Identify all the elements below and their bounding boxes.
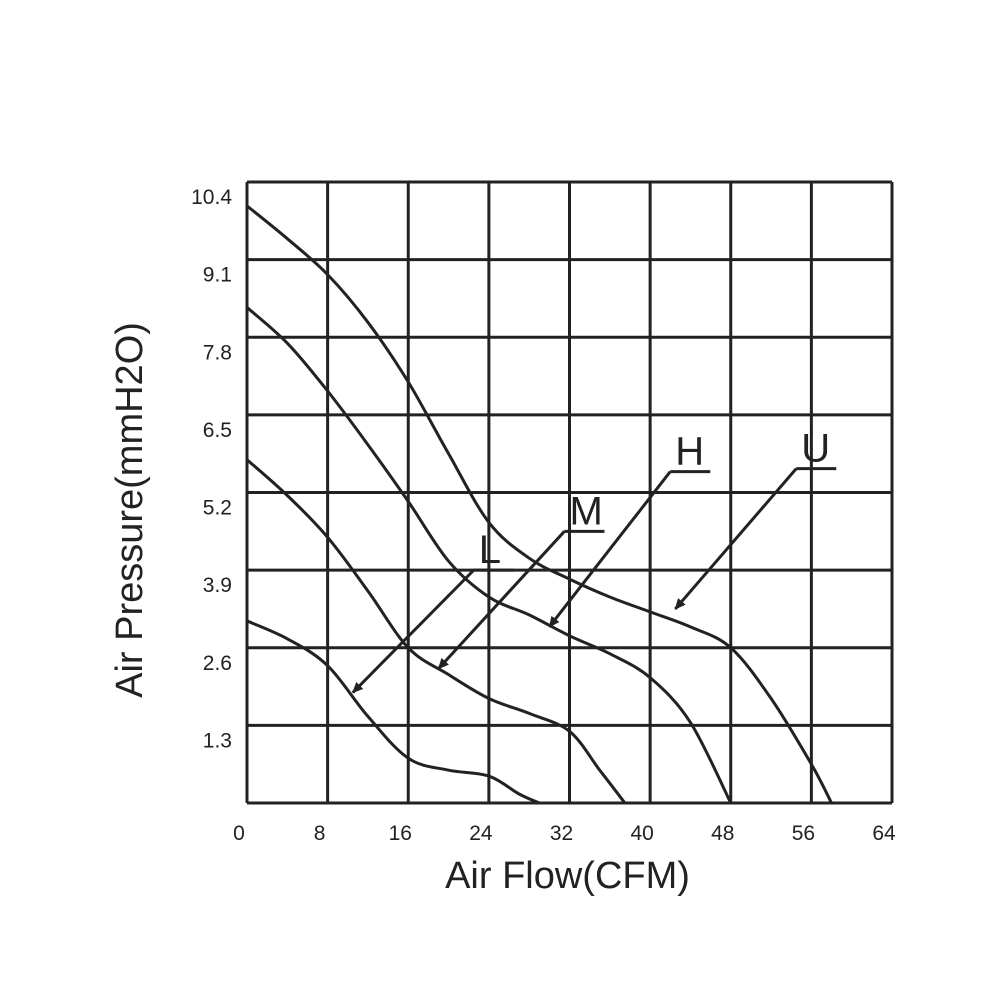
curve-h [245, 306, 733, 804]
curve-label-h: H [675, 430, 704, 474]
curve-u [246, 204, 833, 804]
x-tick-label: 40 [630, 822, 653, 845]
x-tick-label: 48 [711, 822, 734, 845]
label-arrow [351, 569, 475, 694]
curve-label-u: U [801, 427, 830, 471]
x-tick-label: 0 [233, 822, 245, 845]
curve-m [246, 458, 627, 804]
x-tick-label: 8 [314, 822, 326, 845]
y-tick-label: 5.2 [203, 497, 232, 520]
y-tick-label: 10.4 [191, 186, 232, 209]
tick-labels: 0 8 16 24 32 40 48 56 64 1.3 2.6 3.9 5.2 6.5 7.8 9.1 10.… [191, 186, 896, 845]
y-tick-label: 3.9 [203, 574, 232, 597]
y-tick-label: 9.1 [203, 264, 232, 287]
y-tick-label: 1.3 [203, 729, 232, 752]
label-arrow [548, 470, 672, 628]
label-arrow [674, 467, 798, 610]
y-tick-label: 7.8 [203, 341, 232, 364]
x-tick-label: 64 [872, 822, 896, 845]
curve-label-m: M [569, 489, 602, 533]
x-tick-label: 16 [389, 822, 412, 845]
curves [245, 204, 833, 805]
x-tick-label: 32 [550, 822, 573, 845]
x-tick-label: 24 [469, 822, 493, 845]
curve-label-l: L [479, 528, 501, 572]
label-arrow [437, 530, 566, 670]
grid [245, 180, 894, 805]
x-axis-title: Air Flow(CFM) [445, 855, 690, 897]
y-axis-title: Air Pressure(mmH2O) [109, 322, 151, 698]
curve-labels: L M H U [351, 427, 837, 694]
y-tick-label: 6.5 [203, 419, 232, 442]
y-tick-label: 2.6 [203, 652, 232, 675]
curve-l [246, 619, 540, 805]
x-tick-label: 56 [792, 822, 815, 845]
